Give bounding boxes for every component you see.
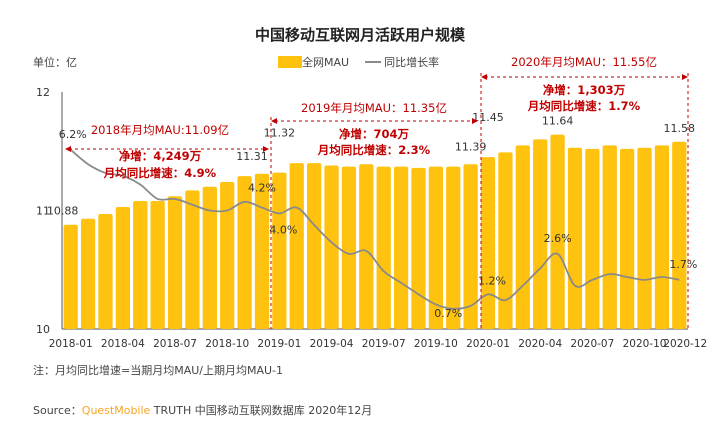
annotation-growth-2020: 月均同比增速：1.7%	[527, 99, 641, 113]
bar-2018-10	[220, 182, 235, 329]
bar-2018-11	[237, 176, 252, 329]
x-tick-label: 2020-04	[518, 338, 562, 350]
growth-rate-label: 0.7%	[434, 307, 462, 320]
bar-2018-03	[98, 214, 113, 329]
annotation-net-increase-2020: 净增：1,303万	[543, 83, 626, 97]
bar-2020-01	[480, 157, 496, 329]
growth-rate-label: 2.6%	[544, 232, 572, 245]
source: Source：QuestMobile TRUTH 中国移动互联网数据库 2020…	[33, 402, 372, 418]
footnote: 注：月均同比增速=当期月均MAU/上期月均MAU-1	[33, 364, 284, 377]
bar-2020-03	[515, 145, 530, 329]
bar-2019-10	[428, 166, 443, 329]
arrowhead-icon	[271, 118, 478, 124]
growth-rate-label: 1.2%	[478, 274, 506, 287]
bar-2019-05	[341, 166, 357, 329]
y-tick-label: 12	[36, 86, 50, 99]
y-tick-label: 10	[36, 323, 50, 336]
x-tick-label: 2020-07	[570, 338, 614, 350]
growth-rate-label: 1.7%	[669, 258, 697, 271]
annotation-title-2018: 2018年月均MAU:11.09亿	[91, 123, 229, 137]
x-tick-label: 2019-01	[257, 338, 301, 350]
bar-2018-05	[133, 201, 148, 329]
bar-2019-08	[393, 166, 409, 329]
legend-bar-label: 全网MAU	[302, 56, 350, 69]
x-tick-label: 2018-10	[205, 338, 249, 350]
bar-value-label: 11.45	[472, 111, 504, 124]
bar-2020-12	[672, 141, 687, 329]
bar-2020-09	[620, 148, 635, 329]
bar-2019-06	[359, 164, 374, 329]
chart-title: 中国移动互联网月活跃用户规模	[254, 26, 465, 44]
bar-2020-04	[533, 139, 548, 329]
bar-2019-04	[324, 165, 339, 329]
legend: 全网MAU 同比增长率	[278, 54, 439, 70]
bar-value-label: 11.32	[264, 127, 296, 140]
bar-2018-12	[254, 173, 270, 329]
legend-line-swatch	[364, 61, 381, 63]
annotation-net-increase-2018: 净增：4,249万	[119, 149, 202, 163]
bar-2018-06	[150, 201, 165, 329]
bar-value-label: 11.31	[236, 150, 268, 163]
bar-value-label: 11.64	[542, 115, 574, 128]
x-tick-label: 2020-10	[623, 338, 667, 350]
bar-2020-07	[585, 148, 600, 329]
bar-value-label: 11.58	[664, 122, 696, 135]
x-tick-label: 2019-04	[310, 338, 354, 350]
annotation-growth-2018: 月均同比增速：4.9%	[103, 166, 217, 180]
bar-2019-02	[289, 163, 304, 329]
bar-2020-11	[654, 145, 670, 329]
bar-2018-07	[167, 196, 183, 329]
x-tick-label: 2018-04	[101, 338, 145, 350]
bar-2020-08	[602, 145, 617, 329]
growth-rate-label: 6.2%	[59, 128, 87, 141]
source-rest: TRUTH 中国移动互联网数据库 2020年12月	[150, 404, 373, 417]
annotation-net-increase-2019: 净增：704万	[339, 127, 410, 141]
bar-2019-09	[411, 167, 426, 329]
x-tick-label: 2020-12	[663, 338, 707, 350]
bar-2018-04	[115, 206, 130, 329]
source-prefix: Source：	[33, 404, 82, 417]
annotation-growth-2019: 月均同比增速：2.3%	[317, 143, 431, 157]
bar-2019-07	[376, 166, 391, 329]
bar-2018-08	[185, 190, 200, 329]
bar-2020-05	[550, 134, 565, 329]
growth-rate-line	[70, 149, 680, 310]
legend-line-label: 同比增长率	[384, 56, 440, 69]
bar-2018-01	[63, 224, 78, 329]
bar-2020-02	[498, 152, 513, 329]
x-tick-label: 2018-07	[153, 338, 197, 350]
growth-rate-label: 4.2%	[248, 182, 276, 195]
bar-2020-06	[567, 147, 583, 329]
bar-2018-09	[202, 186, 217, 329]
arrowhead-icon	[481, 74, 688, 80]
legend-bar-swatch	[278, 56, 302, 68]
bar-2019-11	[446, 166, 461, 329]
y-tick-label: 11	[36, 205, 50, 218]
unit-label: 单位：亿	[33, 56, 77, 69]
source-brand: QuestMobile	[81, 404, 151, 417]
x-tick-label: 2018-01	[49, 338, 93, 350]
annotation-title-2019: 2019年月均MAU：11.35亿	[301, 101, 447, 115]
bar-value-label: 10.88	[47, 205, 79, 218]
bar-2019-03	[307, 163, 322, 329]
bar-2018-02	[80, 218, 96, 329]
bar-2019-12	[463, 164, 478, 329]
annotation-title-2020: 2020年月均MAU：11.55亿	[511, 55, 657, 69]
bar-2020-10	[637, 147, 652, 329]
x-tick-label: 2019-10	[414, 338, 458, 350]
x-tick-label: 2019-07	[362, 338, 406, 350]
bar-2019-01	[272, 172, 287, 329]
x-tick-label: 2020-01	[466, 338, 510, 350]
growth-rate-label: 4.0%	[269, 223, 297, 236]
bar-value-label: 11.39	[455, 140, 487, 153]
